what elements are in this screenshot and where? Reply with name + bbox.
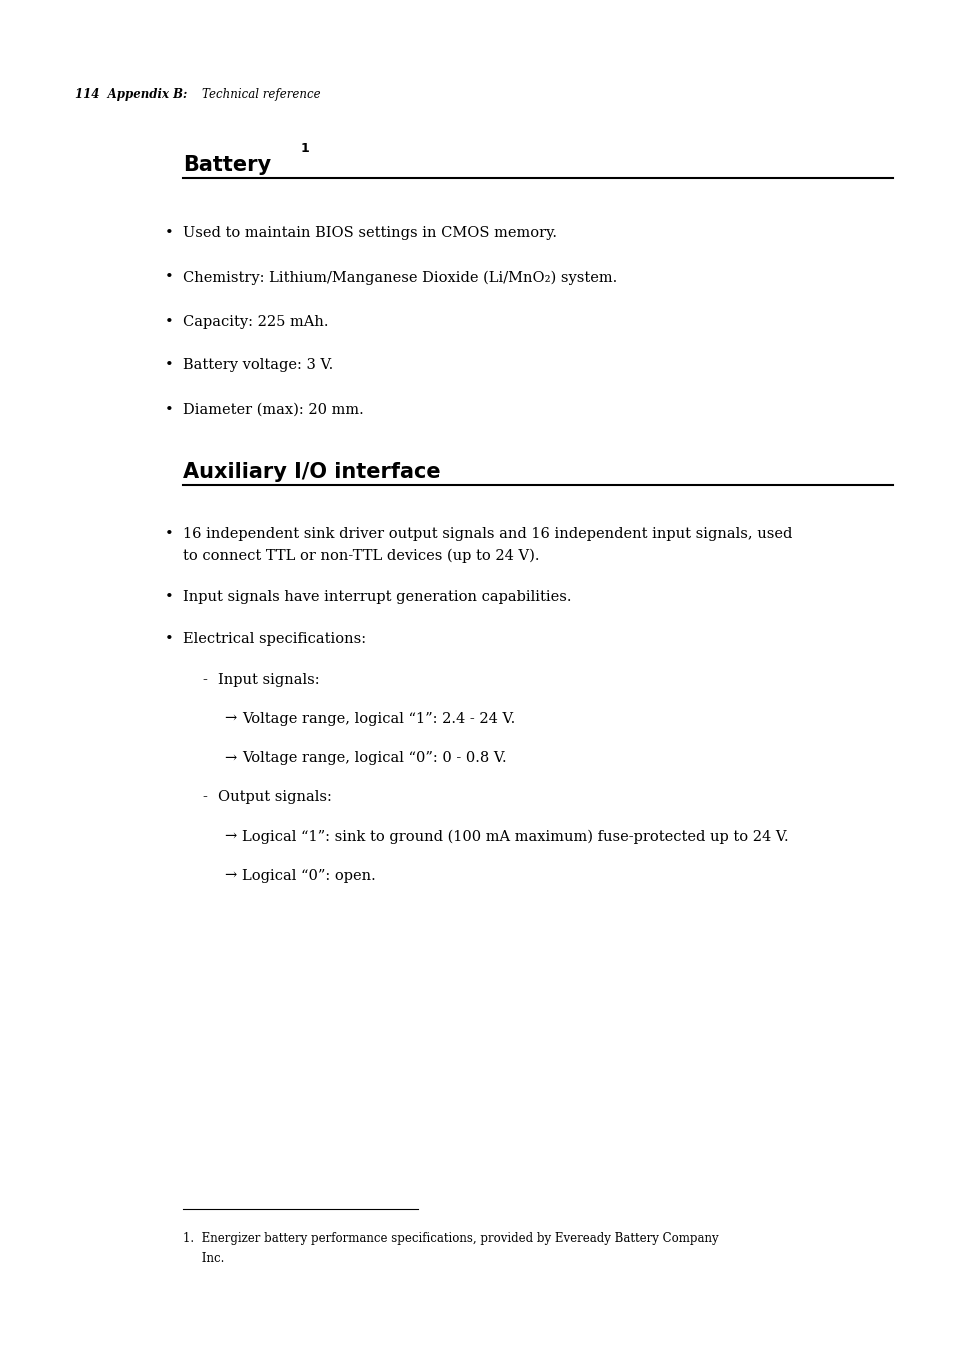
Text: →: → <box>223 869 235 882</box>
Text: -: - <box>202 790 207 804</box>
Text: •: • <box>164 315 173 328</box>
Text: Battery: Battery <box>183 155 271 176</box>
Text: Technical reference: Technical reference <box>202 88 320 101</box>
Text: →: → <box>223 712 235 725</box>
Text: Logical “0”: open.: Logical “0”: open. <box>242 869 375 882</box>
Text: •: • <box>164 632 173 646</box>
Text: 1: 1 <box>300 142 309 155</box>
Text: -: - <box>202 673 207 686</box>
Text: Diameter (max): 20 mm.: Diameter (max): 20 mm. <box>183 403 364 416</box>
Text: Input signals:: Input signals: <box>218 673 319 686</box>
Text: Auxiliary I/O interface: Auxiliary I/O interface <box>183 462 440 482</box>
Text: 1.  Energizer battery performance specifications, provided by Eveready Battery C: 1. Energizer battery performance specifi… <box>183 1232 719 1246</box>
Text: Inc.: Inc. <box>183 1252 224 1266</box>
Text: Used to maintain BIOS settings in CMOS memory.: Used to maintain BIOS settings in CMOS m… <box>183 226 557 239</box>
Text: Output signals:: Output signals: <box>218 790 332 804</box>
Text: Logical “1”: sink to ground (100 mA maximum) fuse-protected up to 24 V.: Logical “1”: sink to ground (100 mA maxi… <box>242 830 788 844</box>
Text: →: → <box>223 830 235 843</box>
Text: •: • <box>164 590 173 604</box>
Text: •: • <box>164 270 173 284</box>
Text: Voltage range, logical “0”: 0 - 0.8 V.: Voltage range, logical “0”: 0 - 0.8 V. <box>242 751 507 765</box>
Text: •: • <box>164 527 173 540</box>
Text: →: → <box>223 751 235 765</box>
Text: to connect TTL or non-TTL devices (up to 24 V).: to connect TTL or non-TTL devices (up to… <box>183 549 539 563</box>
Text: Voltage range, logical “1”: 2.4 - 24 V.: Voltage range, logical “1”: 2.4 - 24 V. <box>242 712 516 725</box>
Text: 16 independent sink driver output signals and 16 independent input signals, used: 16 independent sink driver output signal… <box>183 527 792 540</box>
Text: Input signals have interrupt generation capabilities.: Input signals have interrupt generation … <box>183 590 571 604</box>
Text: •: • <box>164 226 173 239</box>
Text: 114  Appendix B:: 114 Appendix B: <box>75 88 188 101</box>
Text: Chemistry: Lithium/Manganese Dioxide (Li/MnO₂) system.: Chemistry: Lithium/Manganese Dioxide (Li… <box>183 270 617 285</box>
Text: •: • <box>164 403 173 416</box>
Text: •: • <box>164 358 173 372</box>
Text: Capacity: 225 mAh.: Capacity: 225 mAh. <box>183 315 329 328</box>
Text: Battery voltage: 3 V.: Battery voltage: 3 V. <box>183 358 334 372</box>
Text: Electrical specifications:: Electrical specifications: <box>183 632 366 646</box>
